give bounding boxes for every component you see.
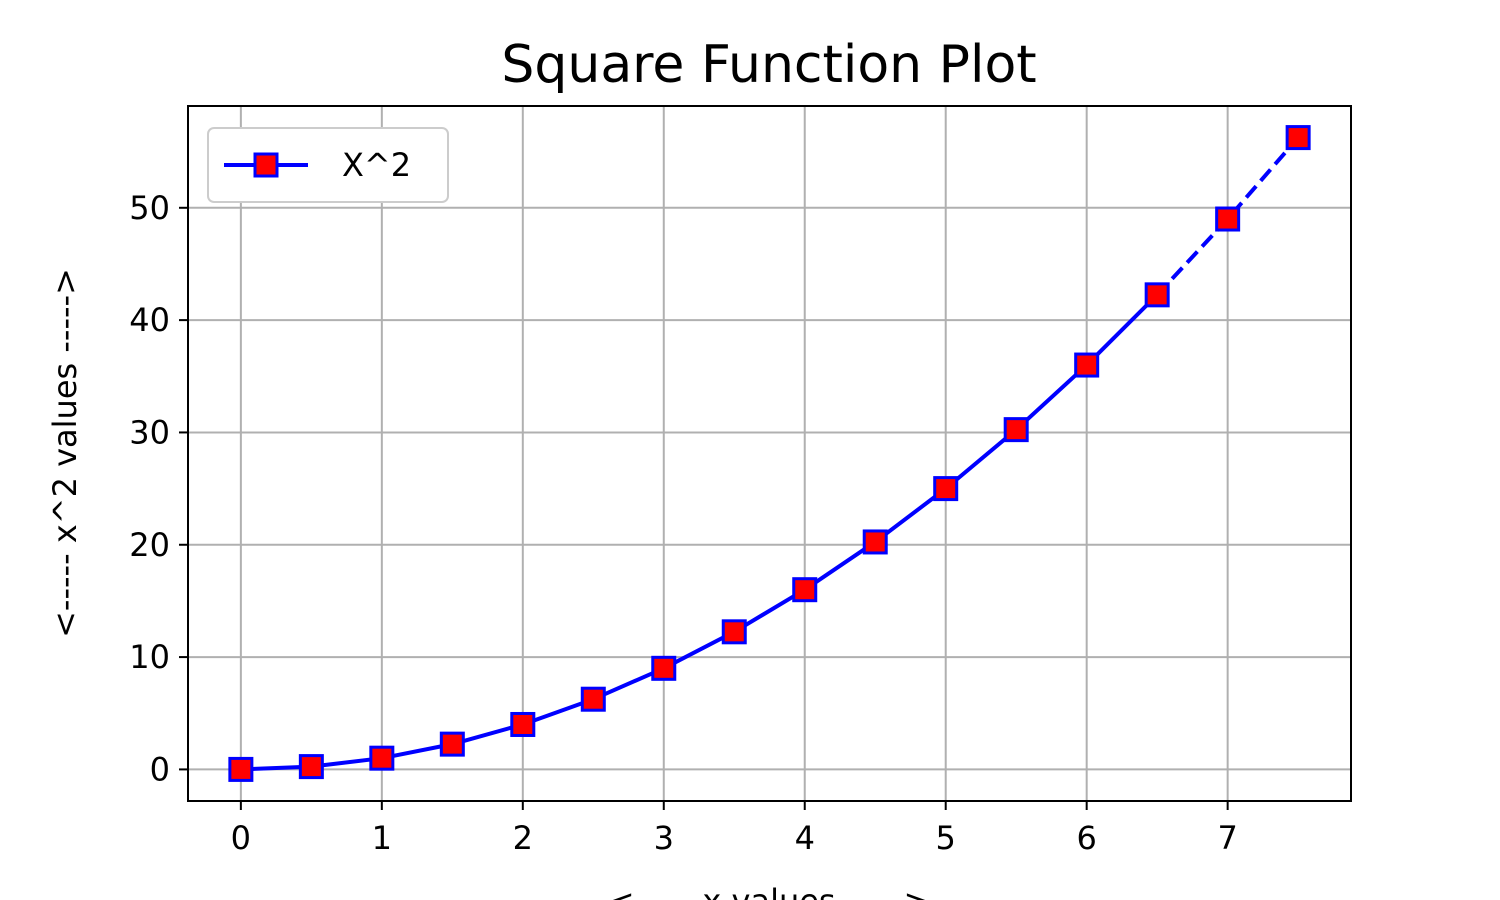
data-point-marker (1285, 125, 1311, 151)
axis-ticks: 0 1 2 3 4 5 6 7 0 10 20 30 40 50 (129, 189, 1238, 857)
data-point-marker (298, 754, 324, 780)
y-tick-label: 0 (150, 750, 170, 788)
data-point-marker (1003, 417, 1029, 443)
data-point-marker (651, 655, 677, 681)
legend-box (207, 127, 449, 203)
x-tick-label: 5 (936, 819, 956, 857)
legend-label-series-x2: X^2 (342, 146, 411, 184)
data-point-marker (510, 711, 536, 737)
data-point-marker (933, 476, 959, 502)
legend: X^2 (207, 127, 449, 203)
x-tick-label: 1 (372, 819, 392, 857)
x-axis-label: <----- x values -----> (608, 882, 931, 900)
y-axis-label: <----- x^2 values -----> (46, 268, 84, 638)
data-point-marker (1074, 352, 1100, 378)
y-tick-label: 30 (129, 413, 170, 451)
data-point-marker (369, 745, 395, 771)
y-tick-label: 50 (129, 189, 170, 227)
data-point-marker (439, 731, 465, 757)
x-tick-label: 0 (231, 819, 251, 857)
chart-title: Square Function Plot (501, 35, 1036, 95)
data-point-marker (721, 619, 747, 645)
x-tick-label: 2 (513, 819, 533, 857)
x-tick-label: 7 (1217, 819, 1237, 857)
series-line-dashed (1155, 136, 1300, 297)
data-point-marker (1144, 282, 1170, 308)
data-point-marker (792, 577, 818, 603)
data-point-marker (580, 686, 606, 712)
y-tick-label: 20 (129, 526, 170, 564)
series-layer (228, 125, 1311, 782)
data-point-marker (862, 529, 888, 555)
x-tick-label: 4 (795, 819, 815, 857)
plot-area-frame (187, 105, 1352, 802)
x-tick-label: 6 (1077, 819, 1097, 857)
y-tick-label: 10 (129, 638, 170, 676)
y-tick-label: 40 (129, 301, 170, 339)
x-tick-label: 3 (654, 819, 674, 857)
data-point-marker (228, 756, 254, 782)
legend-marker-sample (253, 152, 279, 178)
data-point-marker (1215, 206, 1241, 232)
